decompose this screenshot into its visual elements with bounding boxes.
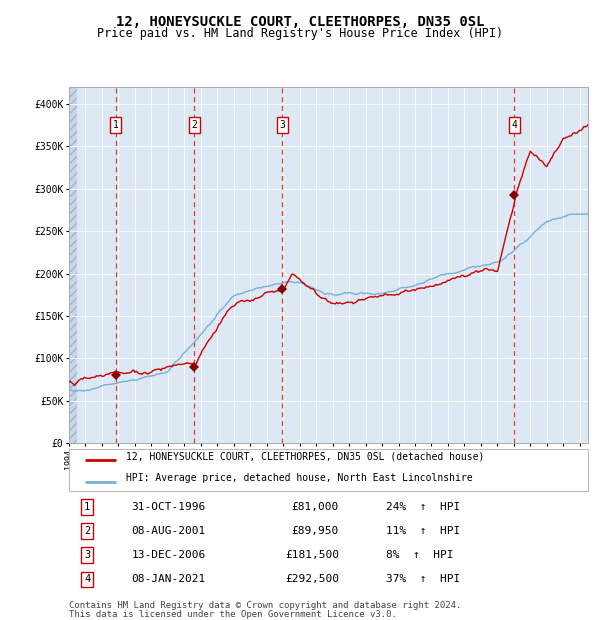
Text: £181,500: £181,500 [285, 550, 339, 560]
Text: 2: 2 [191, 120, 197, 130]
Text: Contains HM Land Registry data © Crown copyright and database right 2024.: Contains HM Land Registry data © Crown c… [69, 601, 461, 611]
Text: This data is licensed under the Open Government Licence v3.0.: This data is licensed under the Open Gov… [69, 610, 397, 619]
Text: 08-JAN-2021: 08-JAN-2021 [131, 574, 206, 584]
Text: 1: 1 [84, 502, 90, 512]
Text: 3: 3 [84, 550, 90, 560]
Text: 08-AUG-2001: 08-AUG-2001 [131, 526, 206, 536]
Text: £89,950: £89,950 [292, 526, 339, 536]
Text: £81,000: £81,000 [292, 502, 339, 512]
Text: 12, HONEYSUCKLE COURT, CLEETHORPES, DN35 0SL (detached house): 12, HONEYSUCKLE COURT, CLEETHORPES, DN35… [126, 452, 484, 462]
Text: 13-DEC-2006: 13-DEC-2006 [131, 550, 206, 560]
Text: 24%  ↑  HPI: 24% ↑ HPI [386, 502, 460, 512]
Text: 11%  ↑  HPI: 11% ↑ HPI [386, 526, 460, 536]
Text: 1: 1 [113, 120, 119, 130]
Text: Price paid vs. HM Land Registry's House Price Index (HPI): Price paid vs. HM Land Registry's House … [97, 27, 503, 40]
FancyBboxPatch shape [69, 449, 588, 491]
Bar [69, 87, 77, 443]
Text: 31-OCT-1996: 31-OCT-1996 [131, 502, 206, 512]
Text: 4: 4 [511, 120, 517, 130]
Text: 12, HONEYSUCKLE COURT, CLEETHORPES, DN35 0SL: 12, HONEYSUCKLE COURT, CLEETHORPES, DN35… [116, 15, 484, 29]
Text: 4: 4 [84, 574, 90, 584]
Text: HPI: Average price, detached house, North East Lincolnshire: HPI: Average price, detached house, Nort… [126, 474, 473, 484]
Text: 37%  ↑  HPI: 37% ↑ HPI [386, 574, 460, 584]
Text: 2: 2 [84, 526, 90, 536]
Text: 8%  ↑  HPI: 8% ↑ HPI [386, 550, 453, 560]
Text: £292,500: £292,500 [285, 574, 339, 584]
Text: 3: 3 [280, 120, 286, 130]
